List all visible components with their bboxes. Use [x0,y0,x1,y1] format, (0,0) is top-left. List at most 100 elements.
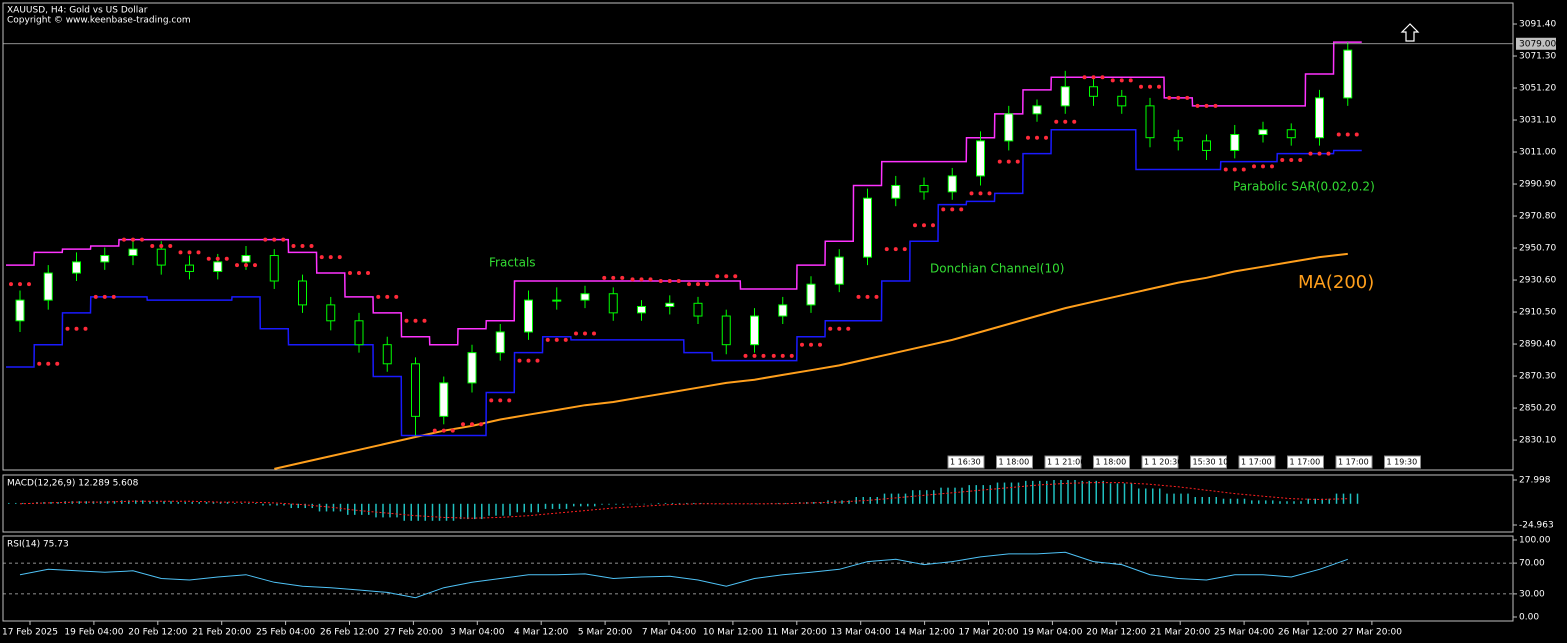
macd-bar [721,503,723,505]
macd-bar [1342,493,1345,504]
sar-dot [592,331,596,336]
sar-dot [1252,164,1256,169]
macd-bar [142,500,144,504]
sar-dot [489,398,494,403]
macd-bar [1053,480,1055,504]
candle-body [891,184,901,199]
macd-bar [580,503,582,507]
session-label: 1 1 21:00 [1047,458,1085,467]
candle-body [326,304,336,322]
macd-bar [820,502,822,504]
sar-dot [620,275,625,280]
macd-bar [1180,493,1182,504]
sar-dot [1044,135,1048,140]
y-tick-label: -24.963 [1519,521,1554,531]
sar-dot [1195,103,1200,108]
sar-dot [705,282,709,287]
sar-dot [235,263,239,268]
sar-dot [771,353,776,358]
macd-bar [813,502,815,504]
macd-bar [85,501,87,504]
macd-bar [410,503,412,521]
sar-dot [328,255,333,260]
macd-bar [940,487,942,504]
macd-title: MACD(12,26,9) 12.289 5.608 [7,479,139,489]
macd-bar [509,503,511,516]
macd-bar [339,503,342,512]
macd-bar [643,503,645,505]
macd-bar [1060,480,1062,504]
macd-bar [1166,493,1168,504]
macd-bar [1123,483,1126,504]
sar-dot [131,237,135,242]
candle-body [1173,137,1183,142]
sar-dot [950,207,955,212]
annotation: Parabolic SAR(0.02,0.2) [1233,180,1375,194]
macd-bar [601,503,603,505]
rsi-title: RSI(14) 75.73 [7,540,69,550]
sar-dot [291,243,296,248]
sar-dot [809,342,813,347]
sar-dot [902,247,907,252]
last-price-box [1516,37,1556,50]
macd-bar [678,502,681,504]
chart-title: XAUUSD, H4: Gold vs US Dollar [7,6,148,16]
macd-bar [1222,498,1225,504]
macd-bar [1194,497,1196,504]
sar-dot [479,422,483,427]
macd-bar [57,502,59,504]
sar-dot [1035,135,1039,140]
y-tick-label: 3011.00 [1519,148,1556,158]
macd-bar [650,503,652,505]
macd-bar [954,487,956,504]
macd-bar [947,487,949,504]
candle-body [1117,95,1127,107]
sar-dot [922,223,926,228]
x-tick-label: 27 Mar 20:00 [1342,628,1402,638]
candle-body [100,255,110,263]
macd-bar [467,503,469,520]
session-label: 15:30 10 [1193,458,1229,467]
sar-dot [846,326,851,331]
sar-dot [83,326,88,331]
macd-bar [919,490,921,504]
sar-dot [789,353,794,358]
session-box [1093,455,1130,469]
x-tick-label: 13 Mar 04:00 [831,628,891,638]
sar-dot [1091,75,1096,80]
sar-dot [498,398,503,403]
sar-dot [272,237,277,242]
session-label: 1 19:30 [1387,458,1418,467]
sar-dot [574,331,578,336]
sar-dot [1232,167,1237,172]
sar-dot [535,358,540,363]
sar-dot [696,282,700,287]
y-tick-label: 100.00 [1519,536,1551,546]
macd-bar [608,503,610,505]
y-tick-label: 2850.20 [1519,404,1556,414]
candle-body [354,320,364,346]
macd-bar [128,500,130,504]
sar-dot [1157,84,1161,89]
candle-body [693,302,703,317]
x-tick-label: 20 Mar 12:00 [1086,628,1146,638]
macd-bar [1145,488,1147,504]
x-tick-label: 20 Feb 12:00 [128,628,187,638]
sar-dot [752,353,757,358]
x-tick-label: 3 Mar 04:00 [450,628,505,638]
donchian-line [6,128,1362,437]
sar-dot [931,223,935,228]
x-tick-label: 14 Mar 12:00 [895,628,955,638]
macd-bar [8,502,10,504]
macd-bar [488,503,490,516]
sar-dot [159,243,164,248]
sar-dot [780,353,785,358]
session-box [1190,455,1227,469]
candle-body [241,255,251,263]
session-label: 1 1 20:30 [1144,458,1182,467]
macd-bar [636,503,638,505]
macd-bar [615,503,617,505]
candle-body [1089,86,1098,97]
candle-body [1343,49,1353,99]
macd-bar [149,501,151,504]
